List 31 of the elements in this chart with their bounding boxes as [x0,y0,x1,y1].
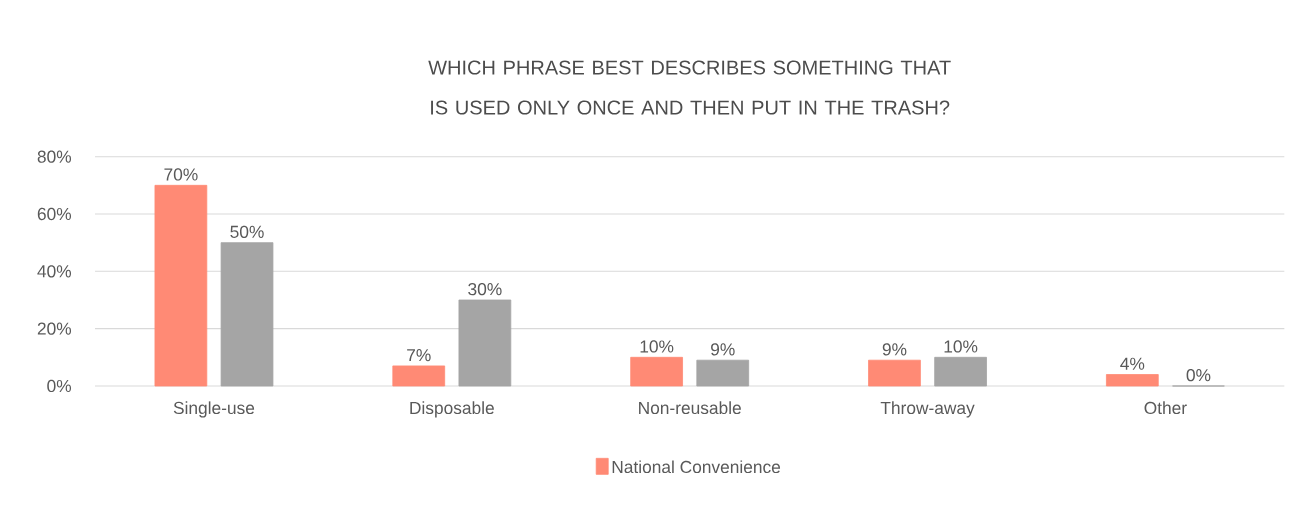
data-label: 10% [640,340,674,353]
bar [868,359,921,387]
x-tick-label: Other [1144,401,1187,415]
data-label: 70% [164,168,198,181]
y-tick-label: 40% [37,265,72,278]
x-tick-label: Throw-away [880,401,975,418]
data-label: 10% [944,340,978,353]
y-tick-label: 0% [47,379,72,393]
data-label: 7% [407,349,431,362]
bar [392,365,446,387]
data-label: 30% [468,283,502,296]
bar [1106,374,1159,387]
data-label: 9% [711,343,735,356]
chart-title: WHICH PHRASE BEST DESCRIBES SOMETHING THAT IS USED ONLY ONCE AND THEN PUT IN THE TRASH? [428,60,951,115]
x-tick-label: Non-reusable [639,401,741,415]
legend-label: National Convenience [612,460,781,474]
data-label: 4% [1120,357,1145,370]
y-tick-label: 60% [37,207,72,221]
bar [154,184,208,387]
x-tick-label: Disposable [410,401,494,418]
y-tick-label: 20% [37,322,72,335]
bar [220,242,274,387]
bar [934,356,987,387]
y-tick-label: 80% [37,150,72,163]
bar [458,299,512,387]
bar [630,356,683,387]
bar [696,359,750,387]
data-label: 9% [882,343,907,356]
data-label: 0% [1186,369,1211,382]
data-label: 50% [230,225,264,238]
x-tick-label: Single-use [173,401,255,418]
